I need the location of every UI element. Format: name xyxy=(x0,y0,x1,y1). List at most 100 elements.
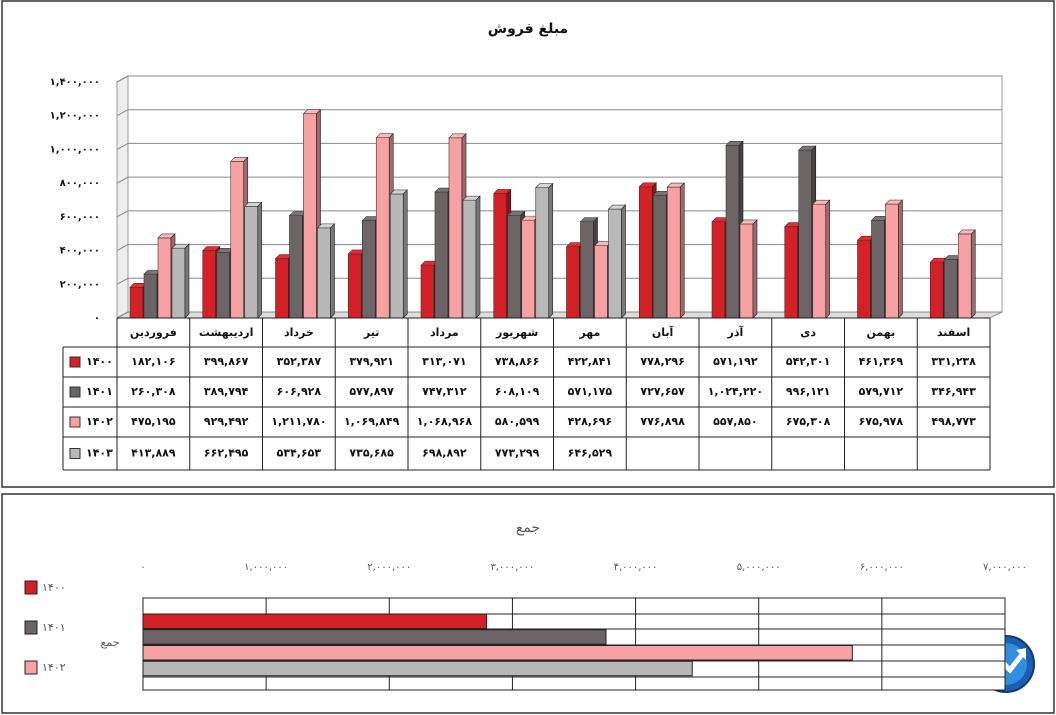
bar-front xyxy=(389,193,404,319)
x-tick-label: تیر xyxy=(363,326,379,339)
bar-front xyxy=(157,237,172,319)
table-cell: ۳۳۱,۲۳۸ xyxy=(931,355,976,368)
bar-side xyxy=(752,219,758,319)
bar-front xyxy=(462,199,477,319)
bar-front xyxy=(507,215,522,319)
bar-front xyxy=(361,220,376,319)
table-cell: ۳۹۹,۸۶۷ xyxy=(204,355,249,368)
table-cell: ۵۳۴,۶۵۳ xyxy=(277,447,322,460)
bar-front xyxy=(289,215,303,319)
bar xyxy=(142,613,488,629)
legend-swatch xyxy=(69,356,81,368)
bar xyxy=(389,189,408,319)
bar xyxy=(884,199,904,319)
table-cell: ۷۳۸,۸۶۶ xyxy=(495,355,539,368)
bar-side xyxy=(898,199,903,319)
legend-label: ۱۴۰۱ xyxy=(86,385,113,398)
bar-front xyxy=(666,186,681,319)
y-tick-label: ۱,۰۰۰,۰۰۰ xyxy=(50,144,100,155)
bar xyxy=(535,182,554,319)
bar-front xyxy=(129,287,144,319)
bar xyxy=(607,204,627,319)
bar-side xyxy=(621,204,626,319)
legend-swatch xyxy=(24,620,38,635)
table-cell: ۶۷۵,۳۰۸ xyxy=(786,415,831,428)
x-tick-label: خرداد xyxy=(284,326,314,339)
x-tick-label: ۵,۰۰۰,۰۰۰ xyxy=(737,562,781,573)
x-tick-label: شهریور xyxy=(495,326,538,339)
table-cell: ۵۷۱,۱۷۵ xyxy=(568,385,613,398)
y-tick-label: جمع xyxy=(100,636,119,649)
table-cell: ۶۶۲,۴۹۵ xyxy=(204,447,249,460)
grid-line-side xyxy=(116,311,129,319)
bar xyxy=(244,201,263,319)
bar-front xyxy=(521,219,536,319)
table-cell: ۱,۰۶۹,۸۴۹ xyxy=(344,415,400,428)
table-cell: ۴۶۱,۳۶۹ xyxy=(859,355,904,368)
y-tick-label: ۲۰۰,۰۰۰ xyxy=(60,279,100,290)
bar-side xyxy=(330,223,335,319)
table-cell: ۳۵۲,۳۸۷ xyxy=(277,355,322,368)
bar-front xyxy=(375,137,390,319)
x-tick-label: ۱,۰۰۰,۰۰۰ xyxy=(244,562,288,573)
chart-title: مبلغ فروش xyxy=(488,21,568,37)
chart-title: جمع xyxy=(516,520,540,536)
table-cell: ۴۲۲,۸۴۱ xyxy=(568,355,612,368)
table-cell: ۷۴۷,۳۱۲ xyxy=(422,385,467,398)
table-cell: ۵۵۷,۸۵۰ xyxy=(713,415,757,428)
bar-front xyxy=(711,221,726,319)
table-cell: ۶۰۶,۹۲۸ xyxy=(277,385,322,398)
bar xyxy=(316,223,336,319)
x-tick-label: ۴,۰۰۰,۰۰۰ xyxy=(614,562,658,573)
legend-swatch xyxy=(69,448,81,459)
x-tick-label: ۲,۰۰۰,۰۰۰ xyxy=(367,562,411,573)
table-cell: ۵۷۷,۸۹۷ xyxy=(349,385,394,398)
table-cell: ۹۲۹,۴۹۲ xyxy=(204,415,249,428)
table-cell: ۲۶۰,۳۰۸ xyxy=(131,385,176,398)
table-cell: ۴۷۵,۱۹۵ xyxy=(131,415,176,428)
table-cell: ۳۸۹,۷۹۴ xyxy=(204,385,249,398)
bar-front xyxy=(594,245,608,319)
x-tick-label: ۳,۰۰۰,۰۰۰ xyxy=(490,562,534,573)
x-tick-label: اردیبهشت xyxy=(199,326,253,339)
bar-front xyxy=(885,203,899,319)
bar-side xyxy=(257,201,263,319)
bar xyxy=(666,182,685,319)
x-tick-label: ۰ xyxy=(140,562,145,573)
bar-front xyxy=(244,206,259,319)
bar xyxy=(142,629,607,645)
x-tick-label: ۶,۰۰۰,۰۰۰ xyxy=(860,562,904,573)
bar-front xyxy=(943,259,958,319)
bar-front xyxy=(171,247,186,319)
bar-front xyxy=(957,233,972,319)
bar-front xyxy=(857,239,871,319)
bar-side xyxy=(970,229,976,319)
x-tick-label: مهر xyxy=(578,326,600,339)
bar xyxy=(739,219,758,319)
x-tick-label: بهمن xyxy=(867,326,896,339)
y-tick-label: ۴۰۰,۰۰۰ xyxy=(60,246,100,257)
bar-front xyxy=(275,258,289,319)
bar-front xyxy=(317,227,331,319)
table-cell: ۶۴۶,۵۲۹ xyxy=(568,447,613,460)
bar-front xyxy=(347,253,362,319)
legend-label: ۱۴۰۳ xyxy=(86,447,113,460)
bar-front xyxy=(143,273,158,319)
table-cell: ۱۸۲,۱۰۶ xyxy=(131,355,175,368)
bar xyxy=(142,660,693,677)
table-cell: ۱,۲۱۱,۷۸۰ xyxy=(271,415,326,428)
legend-label: ۱۴۰۰ xyxy=(86,355,113,368)
grid-line-side xyxy=(116,176,129,184)
bar-front xyxy=(725,145,740,319)
table-cell: ۵۴۲,۳۰۱ xyxy=(786,355,830,368)
legend-swatch xyxy=(69,416,81,428)
table-cell: ۷۷۶,۸۹۸ xyxy=(640,415,685,428)
bar-front xyxy=(739,223,754,319)
bar-side xyxy=(825,199,831,319)
table-cell: ۴۹۸,۷۷۳ xyxy=(931,415,976,428)
y-tick-label: ۶۰۰,۰۰۰ xyxy=(60,212,100,223)
grid-line-side xyxy=(116,277,129,285)
legend-swatch xyxy=(24,580,38,595)
legend-label: ۱۴۰۲ xyxy=(42,661,66,674)
